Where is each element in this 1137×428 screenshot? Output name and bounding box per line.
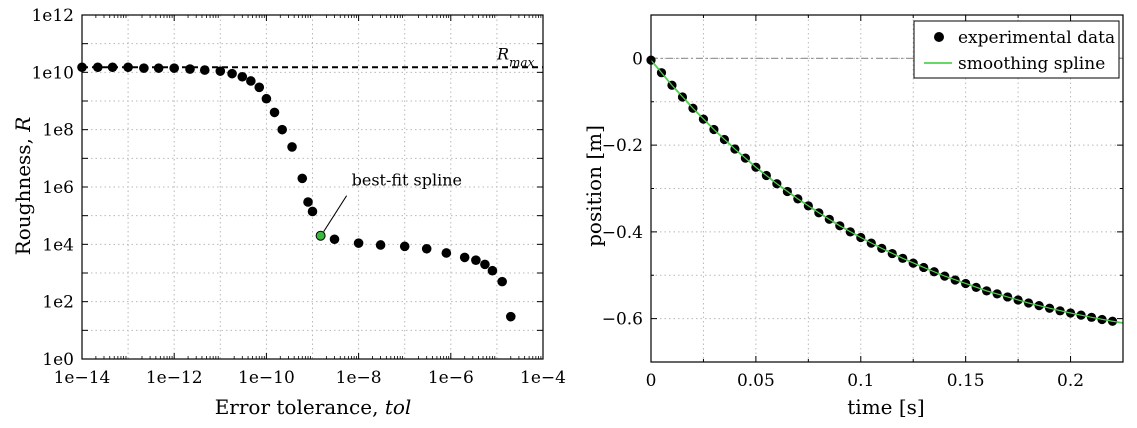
right-x-tick-label: 0.15 — [947, 371, 985, 391]
right-x-axis-label: time [s] — [847, 395, 924, 419]
left-data-point — [107, 62, 118, 73]
left-data-point — [353, 238, 364, 248]
legend-label-spline: smoothing spline — [958, 54, 1105, 74]
left-data-point — [92, 62, 103, 73]
left-data-point — [237, 71, 248, 82]
left-x-tick-label: 1e−6 — [428, 368, 474, 388]
right-x-tick-label: 0.1 — [847, 371, 874, 391]
best-fit-pointer-line — [323, 195, 348, 232]
left-y-tick-label: 1e10 — [31, 63, 74, 83]
left-data-point — [375, 240, 386, 250]
left-y-tick-labels: 1e0 1e2 1e4 1e6 1e8 1e10 1e12 — [31, 6, 74, 370]
legend-box — [913, 20, 1120, 79]
left-data-point — [497, 276, 507, 287]
left-data-point — [487, 265, 498, 276]
left-data-point — [269, 107, 280, 118]
left-data-point — [123, 62, 133, 73]
legend: experimental data smoothing spline — [913, 20, 1120, 79]
right-plot-frame — [650, 14, 1124, 363]
left-y-tick-label: 1e2 — [42, 293, 74, 313]
left-x-tick-label: 1e−4 — [520, 368, 566, 388]
left-data-point — [505, 311, 516, 322]
left-data-point — [185, 64, 195, 74]
left-grid — [81, 14, 544, 360]
left-plot-frame — [81, 14, 544, 360]
left-data-point — [169, 63, 179, 73]
left-x-tick-labels: 1e−14 1e−12 1e−10 1e−8 1e−6 1e−4 — [54, 368, 566, 388]
left-data-point — [303, 197, 313, 207]
right-x-tick-label: 0.2 — [1057, 371, 1084, 391]
right-y-tick-label: −0.2 — [602, 136, 643, 156]
best-fit-point — [315, 230, 326, 241]
left-data-point — [480, 259, 490, 270]
left-data-point — [254, 82, 265, 93]
right-x-tick-labels: 0 0.05 0.1 0.15 0.2 — [646, 371, 1084, 391]
left-data-point — [329, 234, 340, 245]
left-data-point — [297, 173, 308, 184]
left-data-point — [153, 63, 164, 73]
smoothing-spline-line — [650, 59, 1124, 324]
best-fit-annotation: best-fit spline — [352, 171, 462, 190]
left-data-point — [459, 252, 470, 263]
left-data-point — [421, 243, 432, 254]
left-y-tick-label: 1e8 — [42, 121, 74, 141]
position-chart: 0 0.05 0.1 0.15 0.2 0 −0.2 −0.4 −0.6 experiment… — [582, 14, 1124, 419]
left-data-point — [261, 93, 272, 104]
left-x-axis-label: Error tolerance, tol — [215, 395, 412, 419]
right-data-points — [646, 55, 1124, 326]
legend-label-experimental: experimental data — [958, 28, 1115, 48]
left-x-tick-label: 1e−10 — [238, 368, 295, 388]
left-x-tick-label: 1e−14 — [54, 368, 111, 388]
left-data-point — [287, 142, 297, 152]
smoothing-spline-overlay — [650, 59, 1124, 324]
left-data-point — [307, 206, 318, 217]
roughness-chart: Rmax best-fit spline 1e−14 1e−12 1e−10 1e−8… — [11, 6, 566, 419]
left-data-point — [246, 76, 256, 86]
left-x-tick-label: 1e−8 — [336, 368, 382, 388]
left-y-tick-label: 1e12 — [31, 6, 74, 26]
left-data-point — [215, 66, 226, 76]
left-y-axis-label: Roughness, R — [11, 117, 35, 256]
right-y-tick-labels: 0 −0.2 −0.4 −0.6 — [602, 49, 643, 329]
left-y-tick-label: 1e4 — [42, 235, 74, 255]
left-x-tick-label: 1e−12 — [146, 368, 203, 388]
left-data-point — [471, 255, 481, 265]
right-x-tick-label: 0 — [646, 371, 657, 391]
legend-marker-experimental — [934, 32, 944, 42]
left-data-point — [227, 68, 237, 79]
left-data-point — [139, 63, 149, 73]
left-data-point — [399, 241, 410, 252]
right-x-tick-label: 0.05 — [737, 371, 775, 391]
right-y-axis-label: position [m] — [582, 125, 606, 247]
left-y-tick-label: 1e6 — [42, 178, 74, 198]
left-data-points — [77, 62, 516, 322]
left-data-point — [199, 65, 210, 75]
left-y-tick-label: 1e0 — [42, 350, 74, 370]
left-data-point — [277, 124, 287, 135]
right-y-tick-label: −0.4 — [602, 223, 643, 243]
rmax-label: Rmax — [496, 44, 535, 69]
left-data-point — [441, 248, 452, 258]
right-y-tick-label: −0.6 — [602, 310, 643, 330]
right-y-tick-label: 0 — [632, 49, 643, 69]
